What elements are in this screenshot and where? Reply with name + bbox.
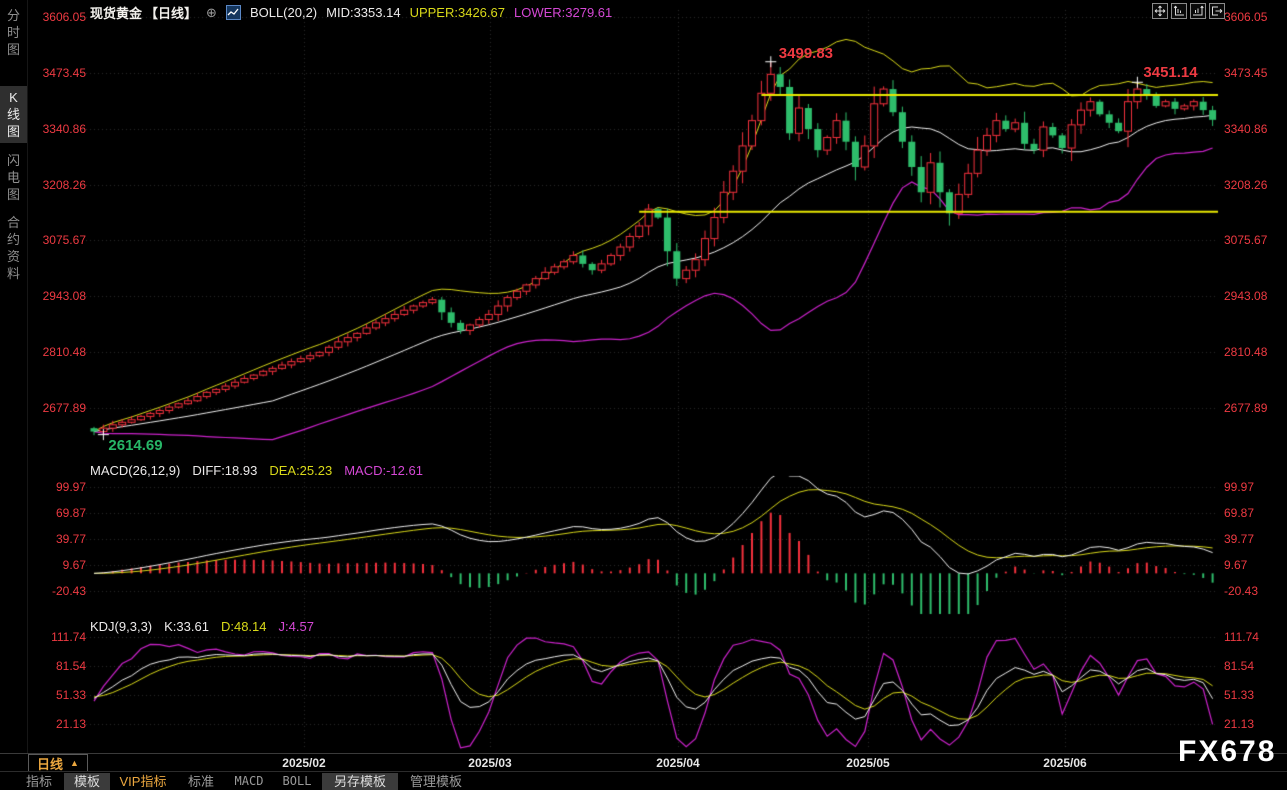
x-axis-label: 2025/04 (656, 756, 700, 770)
sidebar-item-kline[interactable]: K线图 (0, 86, 27, 143)
sidebar-item-contract-info[interactable]: 合约资料 (0, 211, 27, 285)
y-axis-label: 3208.26 (42, 177, 86, 192)
macd-diff-value: DIFF:18.93 (192, 463, 258, 478)
y-axis-label: 3075.67 (42, 233, 86, 248)
x-axis-label: 2025/02 (282, 756, 326, 770)
pan-move-icon[interactable] (1152, 3, 1168, 19)
sidebar-item-label: K线图 (6, 90, 20, 139)
tab-templates[interactable]: 模板 (64, 773, 110, 790)
tab-boll[interactable]: BOLL (282, 774, 312, 788)
period-label: 日线 (37, 756, 64, 772)
kdj-j-value: J:4.57 (278, 619, 314, 634)
y-axis-label: 2943.08 (42, 289, 86, 304)
kdj-k-value: K:33.61 (164, 619, 209, 634)
y-axis-label: 2677.89 (42, 401, 86, 415)
macd-params: MACD(26,12,9) (90, 463, 181, 478)
tab-save-template[interactable]: 另存模板 (322, 773, 398, 790)
y-axis-label: 3208.26 (1224, 177, 1268, 192)
y-axis-label: 39.77 (1224, 532, 1255, 546)
y-axis-label: -20.43 (51, 584, 86, 598)
y-axis-label: 81.54 (1224, 658, 1255, 673)
exit-restore-icon[interactable] (1209, 3, 1225, 19)
kdj-params: KDJ(9,3,3) (90, 619, 153, 634)
y-axis-label: 9.67 (62, 558, 86, 572)
y-axis-label: 2810.48 (42, 345, 86, 360)
candlestick-chart-icon (225, 5, 241, 20)
y-axis-label: 3075.67 (1224, 233, 1268, 248)
scale-axis-left-icon[interactable] (1171, 3, 1187, 19)
y-axis-label: 2943.08 (1224, 289, 1268, 304)
y-axis-label: 39.77 (55, 532, 86, 546)
recent-high-annotation: 3451.14 (1143, 64, 1198, 82)
y-axis-label: 69.87 (55, 506, 86, 520)
chevron-up-icon: ▲ (70, 758, 79, 768)
kdj-header: KDJ(9,3,3) K:33.61 D:48.14 J:4.57 (90, 619, 314, 634)
macd-dea-value: DEA:25.23 (269, 463, 333, 478)
y-axis-label: 51.33 (55, 688, 86, 702)
sidebar-item-label: 闪电图 (6, 153, 20, 202)
x-axis-label: 2025/03 (468, 756, 512, 770)
x-axis-row: 日线 ▲ 2025/02 2025/03 2025/04 2025/05 2025/06 (0, 753, 1287, 772)
y-axis-label: 21.13 (55, 717, 86, 731)
y-axis-label: 3606.05 (42, 10, 86, 24)
scale-axis-right-icon[interactable] (1190, 3, 1206, 19)
tab-vip-indicators[interactable]: VIP指标 (119, 774, 167, 789)
x-axis-label: 2025/05 (846, 756, 890, 770)
y-axis-label: 81.54 (55, 658, 86, 673)
macd-value: MACD:-12.61 (344, 463, 423, 478)
period-tag: 【日线】 (145, 6, 198, 21)
tab-manage-template[interactable]: 管理模板 (409, 774, 462, 789)
tab-indicators[interactable]: 指标 (25, 774, 52, 789)
symbol-name: 现货黄金 (90, 6, 143, 21)
boll-params: BOLL(20,2) (249, 5, 318, 20)
y-axis-label: 69.87 (1224, 506, 1255, 520)
high-annotation: 3499.83 (778, 44, 834, 62)
y-axis-label: 3340.86 (1224, 121, 1268, 136)
period-selector[interactable]: 日线 ▲ (28, 754, 88, 772)
y-axis-label: 2810.48 (1224, 345, 1268, 360)
y-axis-label: 3606.05 (1224, 10, 1268, 24)
chart-header: 现货黄金 【日线】 ⊕ BOLL(20,2) MID:3353.14 UPPER… (90, 3, 612, 22)
tab-macd[interactable]: MACD (234, 774, 264, 788)
y-axis-label: 3473.45 (42, 65, 86, 80)
sidebar-item-timeshare[interactable]: 分时图 (0, 4, 27, 61)
y-axis-label: 3340.86 (42, 121, 86, 136)
indicator-tab-bar: 指标 模板 VIP指标 标准 MACD BOLL 另存模板 管理模板 (0, 771, 1287, 790)
chart-canvas[interactable] (0, 0, 1287, 753)
fx678-watermark: FX678 (1178, 735, 1277, 768)
sidebar-item-lightning[interactable]: 闪电图 (0, 149, 27, 206)
price-axis-right: 3606.05 3473.45 3340.86 3208.26 3075.67 2943.… (1224, 0, 1286, 753)
y-axis-label: 111.74 (1224, 630, 1259, 644)
y-axis-label: -20.43 (1224, 584, 1259, 598)
sidebar-item-label: 合约资料 (6, 215, 20, 281)
y-axis-label: 21.13 (1224, 717, 1255, 731)
boll-upper-value: UPPER:3426.67 (409, 5, 505, 20)
low-annotation: 2614.69 (108, 436, 163, 454)
add-indicator-icon[interactable]: ⊕ (206, 4, 217, 20)
sidebar-item-label: 分时图 (6, 8, 20, 57)
chart-toolbar (1152, 3, 1225, 19)
y-axis-label: 111.74 (51, 630, 86, 644)
boll-lower-value: LOWER:3279.61 (513, 5, 613, 20)
tab-standard[interactable]: 标准 (187, 774, 214, 789)
kdj-d-value: D:48.14 (220, 619, 267, 634)
price-axis-left: 3606.05 3473.45 3340.86 3208.26 3075.67 2943.… (30, 0, 86, 753)
y-axis-label: 99.97 (55, 480, 86, 494)
y-axis-label: 3473.45 (1224, 65, 1268, 80)
y-axis-label: 51.33 (1224, 688, 1255, 702)
y-axis-label: 9.67 (1224, 558, 1248, 572)
x-axis-label: 2025/06 (1043, 756, 1087, 770)
chart-type-sidebar: 分时图 K线图 闪电图 合约资料 (0, 0, 28, 753)
y-axis-label: 99.97 (1224, 480, 1255, 494)
y-axis-label: 2677.89 (1224, 401, 1268, 415)
boll-mid-value: MID:3353.14 (326, 5, 401, 20)
macd-header: MACD(26,12,9) DIFF:18.93 DEA:25.23 MACD:… (90, 463, 423, 478)
